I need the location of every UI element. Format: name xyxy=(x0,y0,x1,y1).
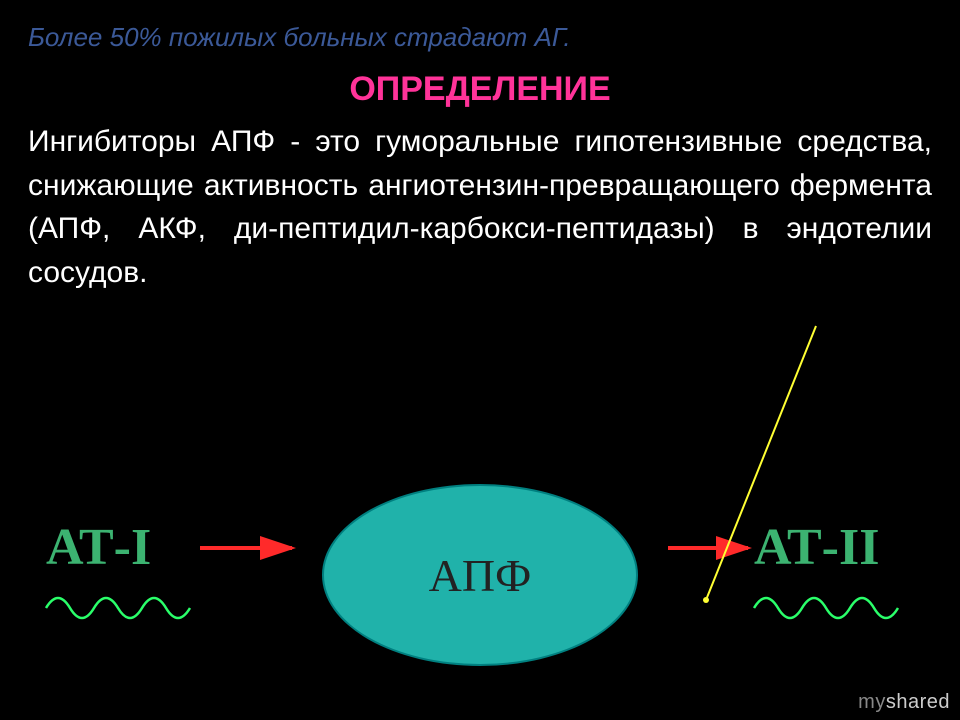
apf-ellipse-label: АПФ xyxy=(429,549,532,602)
label-at2: АТ-II xyxy=(754,518,879,577)
top-note-text: Более 50% пожилых больных страдают АГ. xyxy=(28,22,571,53)
watermark: myshared xyxy=(858,691,950,714)
definition-text: Ингибиторы АПФ - это гуморальные гипотен… xyxy=(28,120,932,294)
watermark-part1: my xyxy=(858,691,886,714)
heading-text: ОПРЕДЕЛЕНИЕ xyxy=(0,70,960,109)
slide-root: Более 50% пожилых больных страдают АГ. О… xyxy=(0,0,960,720)
squiggle-right-path xyxy=(754,598,898,618)
diagram-region: АТ-I АПФ АТ-II xyxy=(0,430,960,690)
watermark-part2: shared xyxy=(886,691,950,714)
pointer-dot xyxy=(703,597,709,603)
apf-ellipse: АПФ xyxy=(322,484,638,666)
squiggle-left-path xyxy=(46,598,190,618)
label-at1: АТ-I xyxy=(46,518,151,577)
